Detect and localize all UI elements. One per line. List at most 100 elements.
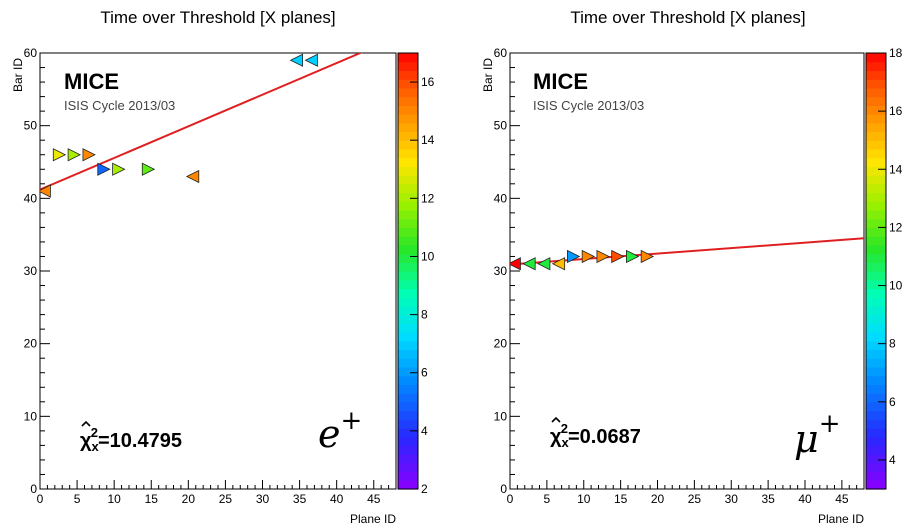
- left-panel: Time over Threshold [X planes] Bar ID Pl…: [11, 8, 435, 526]
- right-chi2-annotation: χx2=0.0687: [550, 416, 641, 450]
- right-colorbar-segment: [866, 227, 886, 237]
- right-y-tick-label: 60: [494, 46, 508, 60]
- left-colorbar-segment: [398, 192, 418, 202]
- left-y-tick-label: 50: [24, 119, 38, 133]
- left-colorbar-tick-label: 14: [421, 133, 435, 147]
- right-data-point: [581, 249, 596, 264]
- right-colorbar-segment: [866, 332, 886, 342]
- left-colorbar-segment: [398, 297, 418, 307]
- left-colorbar-segment: [398, 79, 418, 89]
- right-colorbar-segment: [866, 87, 886, 98]
- left-data-point: [112, 162, 126, 176]
- right-data-layer: [510, 237, 864, 271]
- right-colorbar-tick-label: 14: [889, 162, 903, 176]
- left-colorbar-segment: [398, 227, 418, 237]
- left-colorbar-segment: [398, 358, 418, 368]
- right-data-point: [537, 257, 551, 271]
- left-colorbar-segment: [398, 166, 418, 176]
- left-colorbar-segment: [398, 410, 418, 420]
- right-colorbar-segment: [866, 279, 886, 290]
- left-chi2-annotation: χx2=10.4795: [80, 420, 182, 454]
- right-colorbar-segment: [866, 471, 886, 481]
- left-colorbar-segment: [398, 53, 418, 63]
- right-colorbar-segment: [866, 427, 886, 438]
- left-colorbar-frame: [397, 52, 419, 490]
- right-colorbar-segment: [866, 192, 886, 202]
- left-colorbar-tick-label: 8: [421, 308, 428, 322]
- right-data-point: [611, 249, 625, 264]
- left-colorbar-segment: [398, 61, 418, 72]
- left-data-point: [67, 148, 82, 162]
- right-colorbar-segment: [866, 175, 886, 185]
- left-x-tick-label: 45: [367, 492, 381, 506]
- right-data-point: [640, 249, 655, 264]
- left-plot-frame: [39, 52, 397, 490]
- right-colorbar-segment: [866, 131, 886, 141]
- right-y-tick-label: 0: [500, 482, 507, 496]
- left-y-tick-label: 60: [24, 46, 38, 60]
- right-data-point: [626, 249, 640, 264]
- left-colorbar-tick-label: 12: [421, 191, 435, 205]
- right-plot-frame: [509, 52, 865, 490]
- left-colorbar-segment: [398, 462, 418, 473]
- right-axis-ticks: 0 5 10 15 20 25 30 35 40 45 0 10 20 30 40 50 60: [494, 46, 858, 506]
- left-x-tick-label: 10: [107, 492, 121, 506]
- left-chart-title: Time over Threshold [X planes]: [100, 8, 335, 27]
- left-colorbar-segment: [398, 201, 418, 211]
- left-colorbar-segment: [398, 323, 418, 333]
- right-colorbar-segment: [866, 53, 886, 63]
- right-x-tick-label: 40: [798, 492, 812, 506]
- left-data-point: [185, 169, 200, 184]
- right-colorbar-segment: [866, 201, 886, 211]
- right-colorbar-tick-label: 16: [889, 104, 903, 118]
- right-colorbar-segment: [866, 393, 886, 403]
- right-colorbar-tick-label: 18: [889, 46, 903, 60]
- right-colorbar-segment: [866, 480, 886, 490]
- left-colorbar-segment: [398, 105, 418, 115]
- right-y-tick-label: 50: [494, 119, 508, 133]
- right-x-tick-label: 20: [651, 492, 665, 506]
- left-data-point: [52, 148, 67, 162]
- right-y-tick-label: 20: [494, 337, 508, 351]
- left-y-tick-label: 20: [24, 337, 38, 351]
- right-colorbar-segment: [866, 305, 886, 316]
- left-colorbar-segment: [398, 262, 418, 272]
- right-colorbar-segment: [866, 262, 886, 272]
- right-colorbar-segment: [866, 401, 886, 412]
- left-x-tick-label: 5: [74, 492, 81, 506]
- left-colorbar-segment: [398, 366, 418, 377]
- left-colorbar-segment: [398, 288, 418, 298]
- right-colorbar-segment: [866, 271, 886, 281]
- svg-text:χx2=10.4795: χx2=10.4795: [80, 425, 182, 454]
- left-colorbar-segment: [398, 349, 418, 359]
- left-colorbar-segment: [398, 175, 418, 185]
- left-colorbar-segment: [398, 393, 418, 403]
- right-colorbar-segment: [866, 79, 886, 89]
- left-colorbar-segment: [398, 183, 418, 194]
- right-colorbar-segment: [866, 340, 886, 351]
- left-colorbar: 2 4 6 8 10 12 14 16: [397, 52, 435, 496]
- right-panel: Time over Threshold [X planes] Bar ID Pl…: [481, 8, 903, 526]
- right-colorbar-segment: [866, 314, 886, 324]
- left-colorbar-segment: [398, 445, 418, 455]
- right-experiment-label: MICE: [533, 69, 588, 94]
- left-colorbar-segment: [398, 332, 418, 342]
- left-x-tick-label: 15: [145, 492, 159, 506]
- left-data-point: [304, 53, 318, 67]
- right-colorbar-segment: [866, 462, 886, 473]
- left-colorbar-segment: [398, 209, 418, 220]
- left-x-tick-label: 35: [293, 492, 307, 506]
- right-x-tick-label: 35: [761, 492, 775, 506]
- left-colorbar-segment: [398, 401, 418, 412]
- left-colorbar-tick-label: 6: [421, 366, 428, 380]
- left-y-tick-label: 30: [24, 264, 38, 278]
- right-colorbar-segment: [866, 244, 886, 255]
- right-y-tick-label: 30: [494, 264, 508, 278]
- left-x-tick-label: 30: [256, 492, 270, 506]
- right-x-tick-label: 45: [835, 492, 849, 506]
- right-data-point: [596, 249, 610, 264]
- left-experiment-label: MICE: [64, 69, 119, 94]
- right-colorbar-tick-label: 4: [889, 453, 896, 467]
- right-colorbar-segment: [866, 375, 886, 385]
